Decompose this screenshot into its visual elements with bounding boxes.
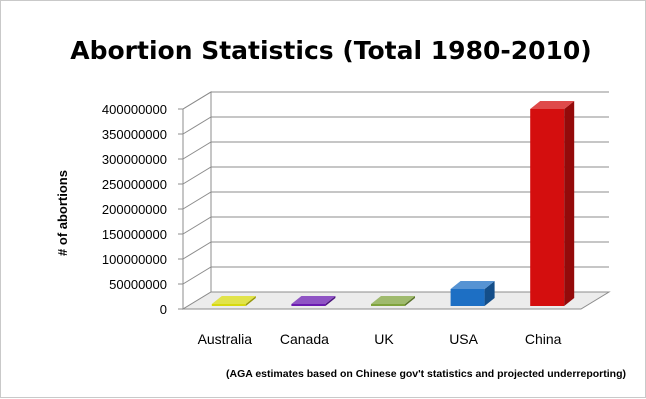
- gridline: [182, 166, 609, 185]
- bar-side: [405, 296, 415, 306]
- bar-top: [291, 296, 336, 304]
- gridline: [182, 191, 609, 210]
- bar-top: [211, 296, 256, 304]
- gridline: [182, 216, 609, 235]
- bar-top: [450, 281, 495, 289]
- bar-front: [211, 304, 246, 306]
- gridlines: [182, 91, 609, 285]
- bar-top: [530, 101, 575, 109]
- x-tick-label: China: [525, 331, 562, 347]
- y-tick-label: 400000000: [102, 102, 167, 117]
- bar-australia: [211, 296, 256, 306]
- y-axis-label: # of abortions: [55, 170, 70, 256]
- bar-side: [325, 296, 336, 306]
- bar-uk: [371, 296, 415, 306]
- bar-usa: [450, 281, 495, 306]
- bar-canada: [291, 296, 336, 306]
- bar-side: [564, 101, 575, 306]
- gridline: [182, 141, 609, 160]
- chart-title: Abortion Statistics (Total 1980-2010): [70, 36, 591, 65]
- x-tick-label: USA: [449, 331, 478, 347]
- bar-front: [371, 304, 405, 306]
- y-tick-label: 350000000: [102, 127, 167, 142]
- source-note: (AGA estimates based on Chinese gov't st…: [226, 368, 626, 380]
- x-tick-label: Australia: [198, 331, 253, 347]
- y-tick-label: 150000000: [102, 227, 167, 242]
- bar-side: [245, 296, 256, 306]
- gridline: [182, 241, 609, 260]
- bar-china: [530, 101, 575, 306]
- y-tick-label: 100000000: [102, 252, 167, 267]
- y-tick-label: 0: [160, 302, 167, 317]
- gridline: [182, 266, 609, 285]
- bar-top: [371, 296, 415, 304]
- bar-front: [530, 109, 565, 306]
- gridline: [182, 116, 609, 135]
- x-tick-labels: Australia Canada UK USA China: [198, 331, 562, 347]
- y-tick-labels: 0 50000000 100000000 150000000 200000000 2500…: [102, 102, 183, 317]
- bar-front: [450, 289, 485, 306]
- y-tick-label: 300000000: [102, 152, 167, 167]
- y-tick-label: 50000000: [109, 277, 167, 292]
- gridline: [182, 91, 609, 110]
- bar-front: [291, 304, 326, 306]
- x-tick-label: Canada: [280, 331, 329, 347]
- bars: [211, 101, 575, 306]
- x-tick-label: UK: [374, 331, 394, 347]
- bar-side: [484, 281, 495, 306]
- y-tick-label: 200000000: [102, 202, 167, 217]
- y-tick-label: 250000000: [102, 177, 167, 192]
